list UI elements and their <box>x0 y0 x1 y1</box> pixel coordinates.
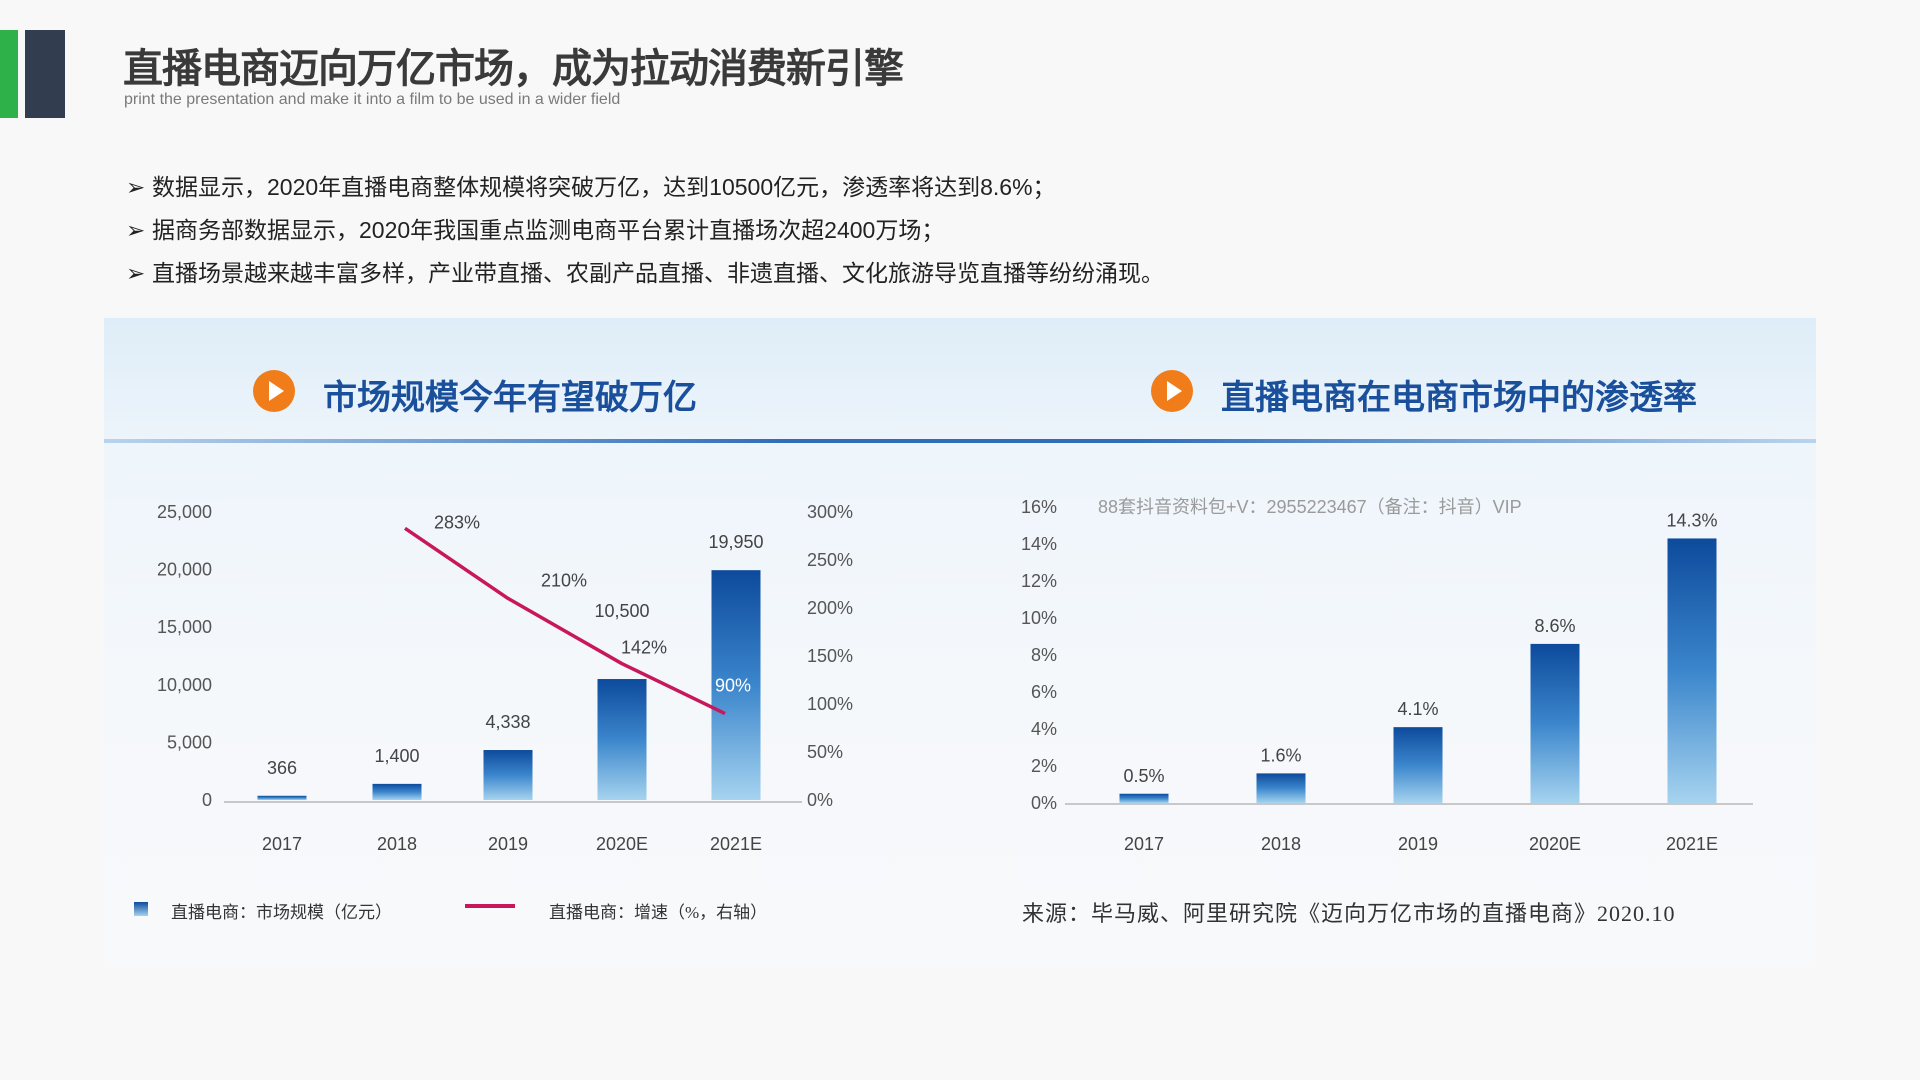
bar-value-label: 4.1% <box>1397 699 1438 719</box>
bar-market-size <box>257 795 307 800</box>
x-tick-label: 2018 <box>1261 834 1301 854</box>
bar-value-label: 19,950 <box>708 532 763 552</box>
bar-value-label: 1,400 <box>374 746 419 766</box>
page-title: 直播电商迈向万亿市场，成为拉动消费新引擎 <box>123 47 904 91</box>
left-y-tick-label: 5,000 <box>167 732 212 752</box>
x-tick-label: 2019 <box>488 834 528 854</box>
x-tick-label: 2021E <box>1666 834 1718 854</box>
bullet-item: ➢ 直播场景越来越丰富多样，产业带直播、农副产品直播、非遗直播、文化旅游导览直播等… <box>126 254 1164 288</box>
left-y-tick-label: 15,000 <box>157 617 212 637</box>
bullet-text: 直播场景越来越丰富多样，产业带直播、农副产品直播、非遗直播、文化旅游导览直播等纷… <box>152 260 1164 286</box>
source-note: 来源：毕马威、阿里研究院《迈向万亿市场的直播电商》2020.10 <box>1022 901 1676 926</box>
y-tick-label: 0% <box>1031 793 1057 813</box>
bar-value-label: 1.6% <box>1260 745 1301 765</box>
bullet-item: ➢ 数据显示，2020年直播电商整体规模将突破万亿，达到10500亿元，渗透率将达… <box>126 168 1056 202</box>
bar-penetration <box>1393 727 1443 803</box>
right-chart-title: 直播电商在电商市场中的渗透率 <box>1221 379 1697 417</box>
play-icon <box>253 370 295 412</box>
y-tick-label: 14% <box>1021 534 1057 554</box>
arrowhead-icon: ➢ <box>126 217 146 243</box>
y-tick-label: 4% <box>1031 719 1057 739</box>
legend-bar-label: 直播电商：市场规模（亿元） <box>171 903 392 922</box>
accent-bar-dark <box>25 30 65 118</box>
x-tick-label: 2021E <box>710 834 762 854</box>
left-y-tick-label: 0 <box>202 790 212 810</box>
left-y-tick-label: 20,000 <box>157 560 212 580</box>
left-y-tick-label: 10,000 <box>157 675 212 695</box>
line-value-label: 283% <box>434 512 480 532</box>
market-size-chart: 0 5,000 10,000 15,000 20,000 25,000 0% 50% 100% 1… <box>157 502 853 854</box>
y-tick-label: 16% <box>1021 497 1057 517</box>
bar-penetration <box>1667 538 1717 803</box>
bar-penetration <box>1530 643 1580 803</box>
y-tick-label: 6% <box>1031 682 1057 702</box>
page-subtitle: print the presentation and make it into … <box>124 91 621 108</box>
watermark-text: 88套抖音资料包+V：2955223467（备注：抖音）VIP <box>1098 497 1522 517</box>
x-tick-label: 2020E <box>596 834 648 854</box>
legend-line-swatch <box>465 904 515 908</box>
play-icon <box>1151 370 1193 412</box>
left-chart-title: 市场规模今年有望破万亿 <box>323 379 697 417</box>
line-value-label: 210% <box>541 570 587 590</box>
left-y-tick-label: 25,000 <box>157 502 212 522</box>
x-tick-label: 2020E <box>1529 834 1581 854</box>
x-tick-label: 2017 <box>262 834 302 854</box>
y-tick-label: 2% <box>1031 756 1057 776</box>
accent-bar-green <box>0 30 18 118</box>
bar-value-label: 366 <box>267 758 297 778</box>
bullet-text: 据商务部数据显示，2020年我国重点监测电商平台累计直播场次超2400万场； <box>152 217 945 243</box>
right-y-tick-label: 100% <box>807 694 853 714</box>
x-tick-label: 2019 <box>1398 834 1438 854</box>
penetration-chart: 0% 2% 4% 6% 8% 10% 12% 14% 16% 0.5% 2017 1.6% 2018 4.… <box>1021 497 1753 854</box>
y-tick-label: 12% <box>1021 571 1057 591</box>
legend-bar-swatch <box>134 902 148 916</box>
bullet-text: 数据显示，2020年直播电商整体规模将突破万亿，达到10500亿元，渗透率将达到… <box>152 174 1056 200</box>
x-tick-label: 2018 <box>377 834 417 854</box>
line-value-label: 90% <box>715 676 751 696</box>
bar-value-label: 8.6% <box>1534 616 1575 636</box>
chart-panel <box>104 318 1816 968</box>
bar-value-label: 0.5% <box>1123 766 1164 786</box>
bar-market-size <box>372 783 422 800</box>
right-y-tick-label: 250% <box>807 550 853 570</box>
x-tick-label: 2017 <box>1124 834 1164 854</box>
growth-rate-line <box>404 526 726 716</box>
bar-value-label: 10,500 <box>594 601 649 621</box>
y-tick-label: 10% <box>1021 608 1057 628</box>
bar-value-label: 14.3% <box>1666 510 1717 530</box>
bar-market-size <box>711 570 761 800</box>
bar-penetration <box>1119 793 1169 803</box>
arrowhead-icon: ➢ <box>126 174 146 200</box>
right-y-tick-label: 300% <box>807 502 853 522</box>
header-divider <box>104 439 1816 443</box>
legend-line-label: 直播电商：增速（%，右轴） <box>549 903 768 922</box>
bar-market-size <box>597 679 647 800</box>
arrowhead-icon: ➢ <box>126 260 146 286</box>
right-y-tick-label: 50% <box>807 742 843 762</box>
right-y-tick-label: 200% <box>807 598 853 618</box>
bar-penetration <box>1256 773 1306 803</box>
line-value-label: 142% <box>621 638 667 658</box>
right-y-tick-label: 0% <box>807 790 833 810</box>
bullet-item: ➢ 据商务部数据显示，2020年我国重点监测电商平台累计直播场次超2400万场； <box>126 211 944 245</box>
right-y-tick-label: 150% <box>807 646 853 666</box>
bar-value-label: 4,338 <box>485 712 530 732</box>
y-tick-label: 8% <box>1031 645 1057 665</box>
bar-market-size <box>483 750 533 800</box>
